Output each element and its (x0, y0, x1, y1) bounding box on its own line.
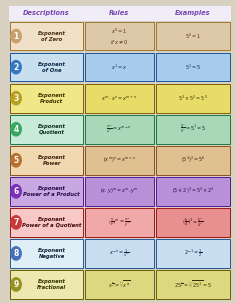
Text: $5^3 \times 5^2 = 5^5$: $5^3 \times 5^2 = 5^5$ (178, 94, 208, 103)
FancyBboxPatch shape (85, 22, 154, 50)
Text: $(5^3)^2 = 5^6$: $(5^3)^2 = 5^6$ (181, 155, 205, 165)
FancyBboxPatch shape (85, 84, 154, 112)
Text: Exponent
Power of a Product: Exponent Power of a Product (24, 186, 80, 197)
FancyBboxPatch shape (10, 177, 83, 206)
Text: 6: 6 (13, 187, 19, 196)
FancyBboxPatch shape (85, 53, 154, 82)
FancyBboxPatch shape (10, 239, 83, 268)
Circle shape (11, 154, 21, 167)
Text: $2^{-1} = \frac{1}{2}$: $2^{-1} = \frac{1}{2}$ (184, 248, 202, 259)
Text: $\left(\frac{5}{4}\right)^3 = \frac{5^3}{4^3}$: $\left(\frac{5}{4}\right)^3 = \frac{5^3}… (182, 216, 204, 228)
Text: Examples: Examples (175, 10, 211, 16)
Text: 4: 4 (13, 125, 19, 134)
Text: Exponent
Fractional: Exponent Fractional (37, 279, 66, 290)
FancyBboxPatch shape (10, 115, 83, 144)
Circle shape (11, 278, 21, 291)
Text: 8: 8 (13, 249, 19, 258)
FancyBboxPatch shape (85, 115, 154, 144)
FancyBboxPatch shape (9, 6, 231, 21)
Text: $25^{\frac{1}{2}} = \sqrt[2]{25^1} = 5$: $25^{\frac{1}{2}} = \sqrt[2]{25^1} = 5$ (174, 279, 212, 290)
Text: $(x.y)^m = x^m.y^m$: $(x.y)^m = x^m.y^m$ (100, 187, 139, 196)
FancyBboxPatch shape (156, 177, 230, 206)
Text: $\left(\frac{x}{y}\right)^m = \frac{x^m}{y^m}$: $\left(\frac{x}{y}\right)^m = \frac{x^m}… (108, 216, 131, 229)
FancyBboxPatch shape (10, 84, 83, 112)
Text: Exponent
Negative: Exponent Negative (38, 248, 66, 259)
Text: $x^0 = 1$
$if\ x \neq 0$: $x^0 = 1$ $if\ x \neq 0$ (110, 26, 128, 46)
Text: $\frac{x^m}{x^n} = x^{m-n}$: $\frac{x^m}{x^n} = x^{m-n}$ (106, 124, 132, 135)
FancyBboxPatch shape (156, 146, 230, 175)
Circle shape (11, 29, 21, 43)
FancyBboxPatch shape (10, 146, 83, 175)
FancyBboxPatch shape (156, 22, 230, 50)
FancyBboxPatch shape (156, 270, 230, 299)
Text: Rules: Rules (109, 10, 129, 16)
FancyBboxPatch shape (10, 53, 83, 82)
FancyBboxPatch shape (156, 239, 230, 268)
FancyBboxPatch shape (85, 208, 154, 237)
FancyBboxPatch shape (85, 177, 154, 206)
Text: 9: 9 (13, 280, 19, 289)
Text: $(x^m)^n = x^{m \times n}$: $(x^m)^n = x^{m \times n}$ (102, 155, 136, 165)
FancyBboxPatch shape (85, 239, 154, 268)
Text: Exponent
Quotient: Exponent Quotient (38, 124, 66, 135)
FancyBboxPatch shape (156, 115, 230, 144)
Text: $5^1 = 5$: $5^1 = 5$ (185, 62, 201, 72)
Text: $x^{-n} = \frac{1}{x^n}$: $x^{-n} = \frac{1}{x^n}$ (109, 248, 129, 259)
Text: $x^1 = x$: $x^1 = x$ (111, 62, 127, 72)
Text: 2: 2 (13, 63, 19, 72)
FancyBboxPatch shape (156, 53, 230, 82)
Text: 3: 3 (13, 94, 19, 103)
Text: Exponent
Power: Exponent Power (38, 155, 66, 166)
Text: 5: 5 (13, 156, 19, 165)
Text: Exponent
Power of a Quotient: Exponent Power of a Quotient (22, 217, 81, 228)
FancyBboxPatch shape (85, 270, 154, 299)
Text: $(5 \times 2)^3 = 5^3 \times 2^3$: $(5 \times 2)^3 = 5^3 \times 2^3$ (172, 186, 214, 196)
Circle shape (11, 92, 21, 105)
Circle shape (11, 247, 21, 260)
Text: 1: 1 (13, 32, 19, 41)
Circle shape (11, 61, 21, 74)
FancyBboxPatch shape (85, 146, 154, 175)
Circle shape (11, 216, 21, 229)
Text: Exponent
of Zero: Exponent of Zero (38, 31, 66, 42)
FancyBboxPatch shape (156, 208, 230, 237)
Circle shape (11, 185, 21, 198)
Text: 7: 7 (13, 218, 19, 227)
Text: $x^m \cdot x^n = x^{m+n}$: $x^m \cdot x^n = x^{m+n}$ (101, 94, 137, 103)
Text: $5^0 = 1$: $5^0 = 1$ (185, 32, 201, 41)
Text: Exponent
of One: Exponent of One (38, 62, 66, 73)
FancyBboxPatch shape (10, 22, 83, 50)
FancyBboxPatch shape (156, 84, 230, 112)
Text: $x^{\frac{a}{b}} = \sqrt[b]{x^a}$: $x^{\frac{a}{b}} = \sqrt[b]{x^a}$ (108, 279, 131, 290)
FancyBboxPatch shape (10, 208, 83, 237)
Text: Descriptions: Descriptions (23, 10, 70, 16)
Text: $\frac{5^3}{5^2} = 5^1 = 5$: $\frac{5^3}{5^2} = 5^1 = 5$ (180, 123, 206, 135)
FancyBboxPatch shape (10, 270, 83, 299)
Text: Exponent
Product: Exponent Product (38, 93, 66, 104)
Circle shape (11, 123, 21, 136)
